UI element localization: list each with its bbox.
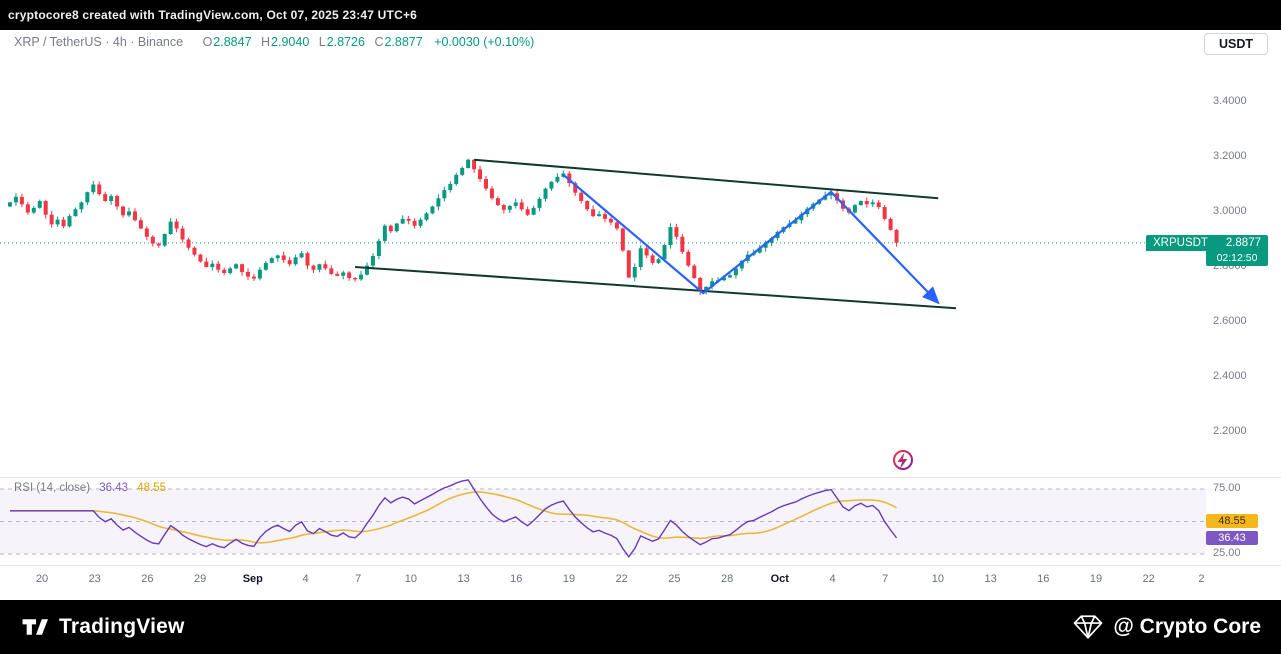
time-tick: 28 bbox=[720, 573, 734, 585]
rsi-ma-value: 48.55 bbox=[137, 482, 167, 494]
time-tick: Sep bbox=[242, 573, 263, 585]
time-tick: 20 bbox=[35, 573, 49, 585]
price-tick: 3.2000 bbox=[1213, 150, 1247, 162]
time-tick: 10 bbox=[931, 573, 945, 585]
bar-countdown: 02:12:50 bbox=[1206, 251, 1268, 266]
time-tick: 22 bbox=[1142, 573, 1155, 585]
time-tick: 16 bbox=[510, 573, 523, 585]
gem-icon bbox=[1073, 615, 1103, 639]
rsi-level-tick: 25.00 bbox=[1213, 547, 1241, 559]
time-tick: 7 bbox=[882, 573, 889, 585]
price-tick: 3.4000 bbox=[1213, 95, 1247, 107]
open-value: 2.8847 bbox=[213, 35, 252, 49]
attribution-text: cryptocore8 created with TradingView.com… bbox=[8, 8, 418, 22]
rsi-indicator-header[interactable]: RSI (14, close) 36.43 48.55 bbox=[14, 482, 166, 494]
rsi-level-tick: 75.00 bbox=[1213, 482, 1241, 494]
rsi-label: RSI (14, close) bbox=[14, 482, 91, 494]
time-tick: 13 bbox=[984, 573, 997, 585]
time-tick: 16 bbox=[1037, 573, 1050, 585]
time-tick: 4 bbox=[302, 573, 309, 585]
time-tick: 26 bbox=[141, 573, 154, 585]
price-axis[interactable]: 3.4000 3.2000 3.0000 2.8000 2.6000 2.4000 2.20… bbox=[1206, 30, 1281, 565]
price-tick: 2.6000 bbox=[1213, 315, 1247, 327]
crypto-core-handle: @ Crypto Core bbox=[1113, 615, 1261, 638]
low-label: L bbox=[318, 35, 326, 49]
low-value: 2.8726 bbox=[326, 35, 365, 49]
time-tick: 2 bbox=[1198, 573, 1205, 585]
time-tick: 19 bbox=[562, 573, 576, 585]
time-tick: 7 bbox=[355, 573, 362, 585]
time-tick: Oct bbox=[770, 573, 789, 585]
last-price-badge[interactable]: XRPUSDT 2.8877 02:12:50 bbox=[1146, 235, 1268, 266]
close-value: 2.8877 bbox=[384, 35, 423, 49]
open-label: O bbox=[202, 35, 213, 49]
high-value: 2.9040 bbox=[271, 35, 310, 49]
price-tick: 2.4000 bbox=[1213, 370, 1247, 382]
high-label: H bbox=[261, 35, 271, 49]
symbol-header[interactable]: XRP / TetherUS · 4h · Binance O2.8847 H2… bbox=[14, 35, 534, 49]
crypto-core-branding: @ Crypto Core bbox=[1073, 614, 1261, 640]
time-tick: 4 bbox=[829, 573, 836, 585]
time-tick: 22 bbox=[615, 573, 628, 585]
symbol-title: XRP / TetherUS · 4h · Binance bbox=[14, 35, 184, 49]
badge-price: 2.8877 bbox=[1225, 237, 1261, 249]
tradingview-wordmark: TradingView bbox=[59, 615, 185, 638]
time-axis[interactable]: 20 23 26 29 Sep 4 7 10 13 16 19 22 25 28 Oct 4 7 10 13 16 19… bbox=[0, 567, 1281, 597]
time-tick: 23 bbox=[88, 573, 101, 585]
rsi-ma-badge: 48.55 bbox=[1206, 514, 1258, 528]
time-tick: 13 bbox=[457, 573, 470, 585]
time-tick: 25 bbox=[668, 573, 681, 585]
change-value: +0.0030 (+0.10%) bbox=[434, 35, 535, 49]
branding-bar: TradingView @ Crypto Core bbox=[0, 600, 1281, 654]
tradingview-branding: TradingView bbox=[20, 614, 185, 640]
price-tick: 3.0000 bbox=[1213, 205, 1247, 217]
attribution-bar: cryptocore8 created with TradingView.com… bbox=[0, 0, 1281, 30]
badge-symbol: XRPUSDT bbox=[1153, 237, 1208, 249]
price-tick: 2.2000 bbox=[1213, 425, 1247, 437]
rsi-value-badge: 36.43 bbox=[1206, 531, 1258, 545]
time-tick: 29 bbox=[193, 573, 207, 585]
tradingview-logo-icon bbox=[22, 619, 48, 635]
usdt-currency-button[interactable]: USDT bbox=[1203, 33, 1268, 55]
time-tick: 10 bbox=[404, 573, 418, 585]
time-tick: 19 bbox=[1089, 573, 1103, 585]
close-label: C bbox=[374, 35, 384, 49]
rsi-value: 36.43 bbox=[99, 482, 129, 494]
